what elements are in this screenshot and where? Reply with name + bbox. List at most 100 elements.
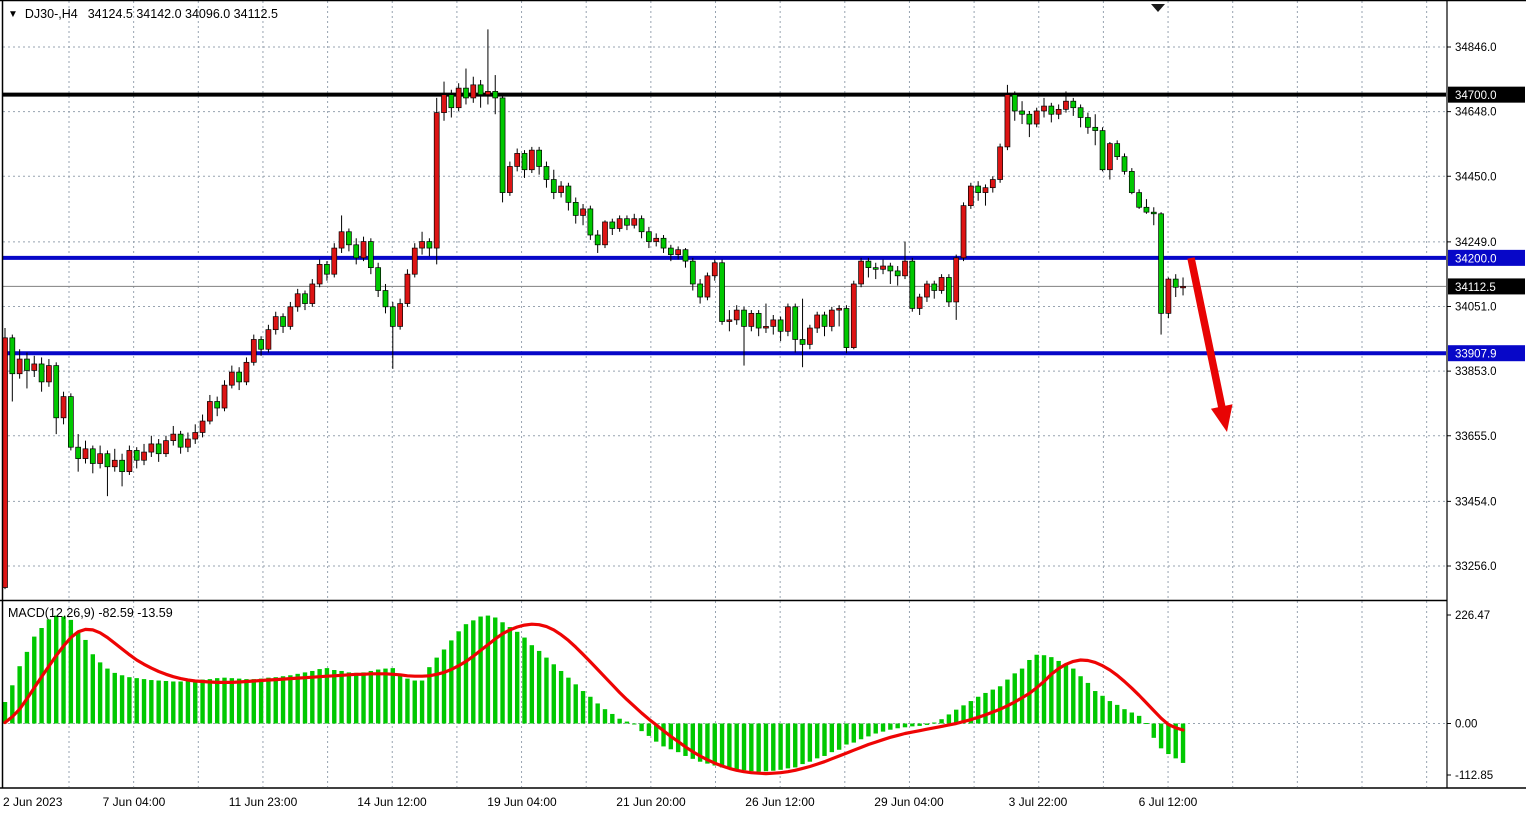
macd-bar [1093,691,1098,724]
price-tick-label: 33454.0 [1455,496,1497,508]
candle-bearish [587,208,594,236]
candle-bullish [602,221,608,246]
candle-bearish [477,84,484,96]
candle-bearish [660,237,667,249]
candle-bearish [104,453,111,468]
candle-bearish [214,401,221,409]
macd-bar [1136,715,1142,724]
macd-bar [705,723,710,764]
macd-bar [419,680,425,724]
candle-bullish [1107,143,1113,171]
candle-bullish [528,149,535,171]
candle-bullish [763,326,769,329]
macd-bar [1041,655,1047,724]
macd-bar [683,723,688,756]
macd-bar [1122,709,1127,724]
macd-bar [507,627,513,724]
macd-signal-line [3,622,1185,776]
candle-bearish [353,244,360,259]
candle-bearish [280,316,286,327]
macd-tick-label: 0.00 [1455,719,1477,731]
candle-bullish [616,218,623,229]
candle-bearish [887,265,894,272]
candle-bearish [638,218,645,233]
candle-bullish [111,459,118,468]
candle-bearish [24,358,30,371]
candle-bullish [814,314,821,329]
macd-bar [924,723,930,725]
macd-bar [544,657,549,724]
macd-bar [822,723,827,756]
candle-bullish [16,358,23,375]
macd-bar [214,678,220,724]
macd-bar [471,620,476,724]
candle-bearish [682,249,689,262]
macd-bar [456,631,461,724]
macd-bar [229,678,235,724]
candle-bearish [909,260,916,309]
macd-bar [610,713,615,724]
macd-bar [339,670,344,724]
macd-bar [1173,723,1178,759]
macd-bar [536,650,542,724]
panel-frame [0,0,1526,789]
candle-bullish [265,329,272,350]
macd-bar [866,723,871,737]
macd-bar [939,719,944,724]
candle-bullish [46,365,52,383]
macd-bar [690,723,695,759]
candle-bullish [404,273,411,304]
macd-bar [156,680,161,724]
candle-bearish [719,262,725,322]
macd-bar [785,723,791,769]
macd-bar [1114,704,1120,724]
macd-bar [983,692,988,724]
candle-bullish [580,208,586,216]
time-label: 26 Jun 12:00 [745,795,815,809]
candle-bearish [236,371,242,383]
time-label: 3 Jul 22:00 [1009,795,1068,809]
candle-bearish [9,337,16,375]
macd-bar [68,619,74,724]
macd-bar [902,723,908,728]
macd-bar [434,657,439,724]
candle-bearish [894,270,901,277]
down-arrow-annotation[interactable] [1187,257,1233,432]
macd-bar [200,679,205,724]
candle-bearish [667,247,674,255]
candle-bullish [470,84,477,99]
macd-bar [54,615,59,724]
candle-bullish [338,231,345,249]
macd-bar [266,677,271,724]
macd-bar [119,675,125,724]
candle-bearish [931,283,938,291]
candle-bearish [609,221,616,229]
time-label: 11 Jun 23:00 [229,795,298,809]
chart-shift-marker-icon[interactable] [1151,4,1165,12]
time-axis[interactable]: 2 Jun 2023 7 Jun 04:00 11 Jun 23:00 14 Jun … [3,795,1198,809]
macd-bar [763,723,769,772]
candle-bullish [902,260,908,277]
price-axis[interactable]: 34846.0 34648.0 34450.0 34249.0 34051.0 33853… [1447,42,1525,782]
macd-bar [514,631,520,724]
candle-bullish [836,308,842,311]
candle-bullish [411,247,418,275]
candle-bullish [419,241,425,249]
candle-bullish [455,87,462,109]
macd-bar [258,678,264,724]
macd-bar [463,624,469,724]
price-tick-label: 33853.0 [1455,366,1497,378]
time-label: 19 Jun 04:00 [487,795,557,809]
candle-bullish [97,453,103,464]
candle-bullish [60,396,67,419]
symbol-dropdown-icon[interactable]: ▼ [8,9,18,20]
macd-bar [390,668,396,724]
candle-bullish [148,443,155,453]
candle-bearish [1150,211,1157,215]
candle-bullish [997,146,1003,180]
candle-bullish [558,185,564,193]
macd-bar [954,709,959,724]
